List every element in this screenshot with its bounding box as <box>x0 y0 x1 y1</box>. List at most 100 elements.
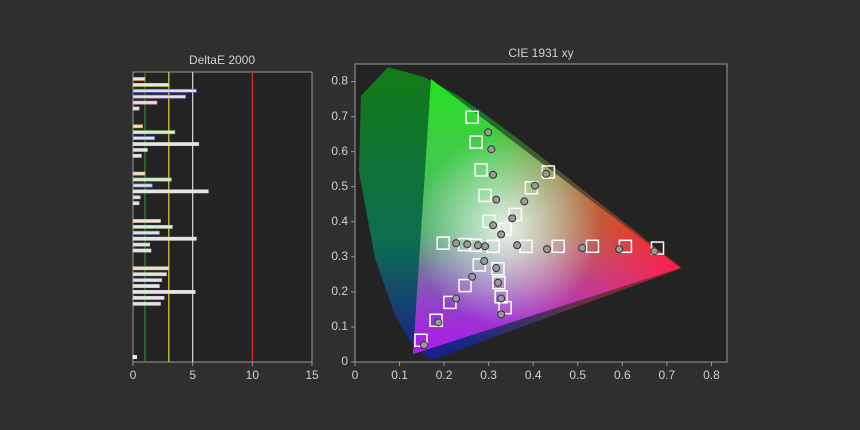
bar <box>132 124 143 129</box>
y-tick-label: 0.8 <box>331 74 348 88</box>
bar <box>132 301 161 306</box>
y-tick-label: 0.2 <box>331 284 348 298</box>
target-point <box>478 188 492 203</box>
measured-point <box>497 310 506 319</box>
x-tick-label: 0.3 <box>480 368 497 382</box>
measured-point <box>650 247 659 256</box>
measured-point <box>492 264 501 273</box>
x-tick-label: 0 <box>130 368 137 382</box>
target-point <box>465 110 479 125</box>
target-point <box>541 165 556 179</box>
target-point <box>469 135 483 149</box>
measured-point <box>513 241 522 250</box>
bar <box>132 219 161 223</box>
target-point <box>474 163 488 177</box>
target-point <box>492 276 506 290</box>
measured-point <box>492 195 501 204</box>
bar <box>132 130 176 135</box>
bar <box>132 290 196 294</box>
bar <box>132 77 146 81</box>
measured-point <box>452 294 461 303</box>
target-point <box>429 313 443 328</box>
measured-point <box>487 145 496 154</box>
measured-point <box>452 239 461 248</box>
target-point <box>494 290 508 304</box>
bar <box>132 230 160 235</box>
bar <box>132 106 140 111</box>
y-tick-label: 0.3 <box>331 249 348 263</box>
y-tick-label: 0.5 <box>331 179 348 193</box>
target-point <box>650 241 665 255</box>
target-point <box>436 236 450 250</box>
y-tick-label: 0.1 <box>331 319 348 333</box>
x-tick-label: 0.2 <box>436 368 453 382</box>
target-point <box>472 258 487 272</box>
measured-point <box>473 241 482 250</box>
y-tick-label: 0.6 <box>331 144 348 158</box>
measured-point <box>481 242 490 251</box>
chart-title: DeltaE 2000 <box>189 53 255 67</box>
x-tick-label: 10 <box>246 368 260 382</box>
y-tick-label: 0.7 <box>331 109 348 123</box>
bar <box>132 100 158 105</box>
x-tick-label: 0.6 <box>614 368 631 382</box>
y-tick-label: 0.4 <box>331 214 348 228</box>
measured-point <box>484 128 493 137</box>
target-point <box>585 239 600 254</box>
x-tick-label: 0 <box>352 368 359 382</box>
measured-point <box>543 245 552 254</box>
measured-point <box>520 197 529 206</box>
bar <box>132 142 200 146</box>
x-tick-label: 5 <box>189 368 196 382</box>
target-point <box>498 300 512 315</box>
bar <box>132 236 197 241</box>
measured-point <box>420 341 429 350</box>
x-tick-label: 15 <box>305 368 319 382</box>
bar <box>132 224 173 229</box>
bar <box>132 195 141 200</box>
bar <box>132 153 142 158</box>
measured-point <box>489 221 498 230</box>
bar <box>132 148 148 152</box>
measured-point <box>434 318 443 327</box>
measured-point <box>508 214 517 223</box>
measured-point <box>494 278 503 287</box>
bar <box>132 248 152 253</box>
bar <box>132 136 155 141</box>
measured-point <box>578 244 587 253</box>
chart-title: CIE 1931 xy <box>508 46 573 60</box>
bar <box>132 284 160 288</box>
bar <box>132 88 197 93</box>
target-point <box>491 261 505 276</box>
target-point <box>498 222 512 236</box>
x-tick-label: 0.4 <box>525 368 542 382</box>
bar <box>132 266 170 271</box>
bar <box>132 189 209 194</box>
bar <box>132 94 186 99</box>
x-tick-label: 0.5 <box>569 368 586 382</box>
y-tick-label: 0 <box>341 354 348 368</box>
measured-point <box>497 294 506 303</box>
measured-point <box>530 181 539 190</box>
target-point <box>482 214 496 229</box>
measured-point <box>615 245 624 254</box>
bar <box>132 355 137 359</box>
target-point <box>551 239 565 254</box>
bar <box>132 201 140 206</box>
x-tick-label: 0.1 <box>391 368 408 382</box>
bar <box>132 295 165 300</box>
measured-point <box>497 230 506 239</box>
bar-plot-area <box>132 71 313 363</box>
measured-point <box>463 240 472 249</box>
bar <box>132 82 170 87</box>
measured-point <box>489 170 498 179</box>
x-tick-label: 0.8 <box>703 368 720 382</box>
bar <box>132 278 163 283</box>
target-point <box>458 278 472 293</box>
measured-point <box>542 169 551 178</box>
bar <box>132 272 167 277</box>
measured-point <box>468 272 477 281</box>
bar <box>132 242 151 247</box>
